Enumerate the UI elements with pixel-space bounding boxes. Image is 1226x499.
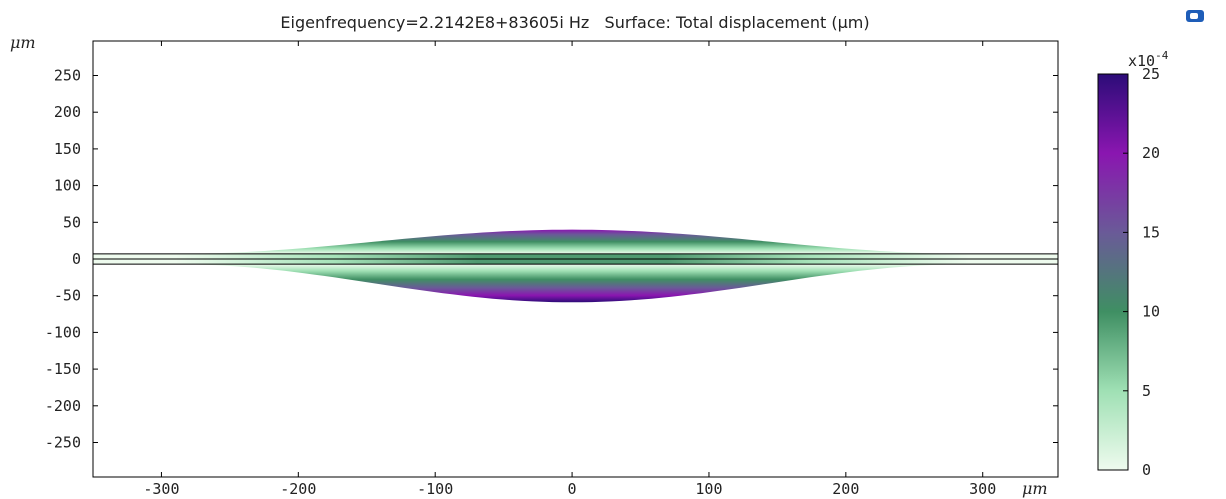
- colorbar-ticks: 0 5 10 15 20 25: [1123, 65, 1160, 479]
- x-tick-label: -300: [143, 480, 179, 498]
- y-tick-label: 50: [63, 213, 81, 231]
- colorbar-multiplier-exponent: -4: [1155, 49, 1169, 62]
- x-tick-label: 300: [969, 480, 996, 498]
- lower-displacement-lobe: [175, 264, 970, 303]
- y-tick-label: 100: [54, 177, 81, 195]
- x-tick-label: -200: [280, 480, 316, 498]
- colorbar-tick-label: 10: [1142, 303, 1160, 321]
- colorbar-multiplier-base: x10: [1128, 52, 1155, 70]
- chart-title: Eigenfrequency=2.2142E8+83605i Hz Surfac…: [280, 13, 869, 32]
- upper-displacement-lobe: [175, 229, 970, 254]
- comsol-logo-icon: [1186, 10, 1204, 22]
- colorbar-tick-label: 15: [1142, 223, 1160, 241]
- x-axis: -300 -200 -100 0 100 200 300: [143, 41, 996, 498]
- y-tick-label: -150: [45, 360, 81, 378]
- y-tick-label: 200: [54, 103, 81, 121]
- colorbar: [1097, 73, 1129, 471]
- y-tick-label: -200: [45, 397, 81, 415]
- y-tick-label: 150: [54, 140, 81, 158]
- y-tick-label: -50: [54, 287, 81, 305]
- y-axis-unit-label: μm: [10, 33, 36, 52]
- colorbar-tick-label: 25: [1142, 65, 1160, 83]
- y-tick-label: 0: [72, 250, 81, 268]
- x-tick-label: 0: [568, 480, 577, 498]
- plot-area: [93, 229, 1058, 303]
- x-tick-label: 100: [695, 480, 722, 498]
- colorbar-tick-label: 20: [1142, 144, 1160, 162]
- x-axis-unit-label: μm: [1022, 479, 1048, 498]
- x-tick-label: -100: [417, 480, 453, 498]
- colorbar-tick-label: 0: [1142, 461, 1151, 479]
- colorbar-tick-label: 5: [1142, 382, 1151, 400]
- colorbar-multiplier: x10-4: [1128, 49, 1169, 70]
- y-axis: 250 200 150 100 50 0 -50 -100 -150 -200 -250: [45, 66, 1058, 452]
- y-tick-label: -100: [45, 323, 81, 341]
- y-tick-label: -250: [45, 434, 81, 452]
- y-tick-label: 250: [54, 66, 81, 84]
- x-tick-label: 200: [832, 480, 859, 498]
